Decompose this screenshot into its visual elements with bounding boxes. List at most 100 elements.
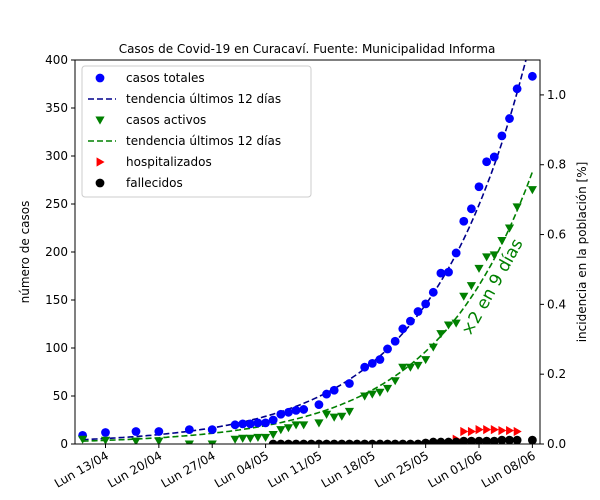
data-point <box>284 439 293 444</box>
data-point <box>291 439 301 444</box>
data-point <box>513 426 522 437</box>
data-point <box>321 410 332 419</box>
data-point <box>207 440 217 444</box>
data-point <box>413 307 423 316</box>
data-point <box>375 388 385 397</box>
data-point <box>375 355 385 364</box>
data-point <box>527 71 537 81</box>
data-point <box>398 363 408 372</box>
y-tick-label: 100 <box>45 341 68 355</box>
legend-label: casos activos <box>126 113 206 127</box>
y2-axis-label: incidencia en la población [%] <box>575 162 589 343</box>
data-point <box>276 439 286 444</box>
data-point <box>100 436 111 444</box>
y-axis-left: 0 50 100 150 200 250 300 350 400 <box>45 53 75 451</box>
data-point <box>375 439 385 444</box>
data-point <box>78 435 88 444</box>
data-point <box>459 292 469 301</box>
data-point <box>284 407 293 417</box>
data-point <box>421 438 431 444</box>
data-point <box>238 419 248 429</box>
data-point <box>406 316 415 326</box>
data-point <box>299 421 309 430</box>
data-point <box>329 413 339 422</box>
data-point <box>451 437 461 444</box>
y2-tick-label: 0.2 <box>547 367 566 381</box>
data-point <box>329 439 339 444</box>
data-point <box>230 435 240 444</box>
data-point <box>504 224 515 233</box>
data-point <box>398 439 408 444</box>
data-point <box>261 418 270 428</box>
data-point <box>383 344 392 354</box>
y2-tick-label: 0.8 <box>547 158 566 172</box>
data-point <box>527 435 537 444</box>
data-point <box>459 436 469 444</box>
data-point <box>489 436 499 444</box>
data-point <box>268 415 278 425</box>
legend-label: casos totales <box>126 71 205 85</box>
data-point <box>154 427 164 436</box>
data-point <box>460 426 469 437</box>
data-point <box>367 439 377 444</box>
data-point <box>444 267 453 277</box>
data-point <box>497 237 507 246</box>
legend-label: hospitalizados <box>126 155 212 169</box>
y2-tick-label: 0.0 <box>547 437 566 451</box>
data-point <box>482 436 492 444</box>
data-point <box>482 253 492 262</box>
data-point <box>512 203 522 212</box>
y2-tick-label: 1.0 <box>547 88 566 102</box>
data-point <box>314 400 324 410</box>
data-point <box>428 287 438 297</box>
y2-tick-label: 0.6 <box>547 228 566 242</box>
data-point <box>131 437 141 444</box>
y-tick-label: 50 <box>53 389 68 403</box>
data-point <box>497 435 507 444</box>
data-point <box>512 435 522 444</box>
y-axis-label: número de casos <box>18 201 32 304</box>
data-point <box>405 363 416 372</box>
data-point <box>245 434 255 443</box>
data-point <box>390 377 400 386</box>
data-point <box>345 379 354 388</box>
chart-title: Casos de Covid-19 en Curacaví. Fuente: M… <box>119 42 496 56</box>
data-point <box>436 330 446 339</box>
data-point <box>260 433 271 442</box>
data-point <box>337 412 347 421</box>
data-point <box>245 419 255 429</box>
data-point <box>154 437 164 444</box>
legend-box <box>81 65 312 198</box>
data-point <box>329 385 339 395</box>
data-point <box>101 428 110 437</box>
data-point <box>428 437 438 444</box>
data-point <box>498 425 507 436</box>
data-point <box>337 439 347 444</box>
data-point <box>360 392 370 401</box>
y-tick-label: 0 <box>60 437 68 451</box>
data-point <box>505 435 514 444</box>
data-point <box>527 186 537 195</box>
data-point <box>413 439 423 444</box>
data-point <box>314 419 324 428</box>
data-point <box>184 425 194 434</box>
data-point <box>184 440 194 444</box>
data-point <box>268 430 278 439</box>
data-point <box>291 406 301 415</box>
data-point <box>444 437 453 444</box>
data-point <box>314 439 324 444</box>
legend-swatch-marker <box>96 157 105 167</box>
legend-swatch-marker <box>95 178 105 188</box>
data-point <box>276 426 286 435</box>
data-point <box>474 436 484 444</box>
y-tick-label: 200 <box>45 245 68 259</box>
data-point <box>352 439 362 444</box>
data-point <box>322 439 331 444</box>
data-point <box>489 251 499 260</box>
data-point <box>268 439 278 444</box>
y-tick-label: 150 <box>45 293 68 307</box>
data-point <box>367 358 377 368</box>
data-point <box>421 299 431 309</box>
data-point <box>512 84 522 94</box>
